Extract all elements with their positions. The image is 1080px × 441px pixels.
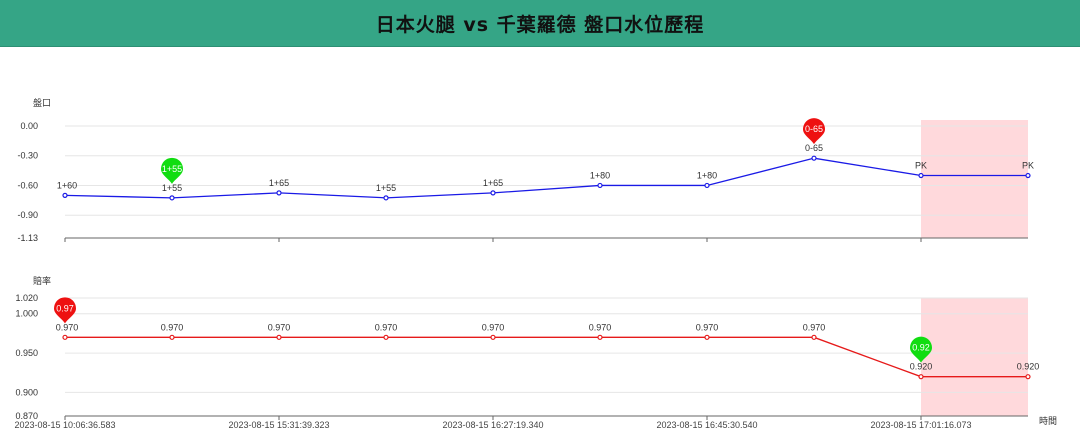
data-label: 0.920 (910, 362, 933, 372)
data-label: 0.970 (803, 322, 826, 332)
data-label: 0.970 (375, 322, 398, 332)
data-point (811, 334, 817, 340)
data-point (276, 334, 282, 340)
data-label: 0-65 (805, 143, 823, 153)
data-point (383, 334, 389, 340)
data-label: 1+80 (697, 170, 717, 180)
data-label: 0.970 (56, 322, 79, 332)
page-title: 日本火腿 vs 千葉羅德 盤口水位歷程 (375, 13, 705, 36)
series-line (65, 336, 1028, 378)
data-label: 1+55 (162, 183, 182, 193)
data-point (62, 192, 68, 198)
y-tick-label: -0.60 (17, 180, 38, 190)
data-label: 0.920 (1017, 362, 1040, 372)
data-point (490, 334, 496, 340)
x-tick-label: 2023-08-15 10:06:36.583 (14, 420, 115, 430)
data-label: 0.970 (589, 322, 612, 332)
y-tick-label: 0.900 (15, 387, 38, 397)
min-marker-pin (161, 157, 183, 184)
data-point (704, 334, 710, 340)
data-point (597, 182, 603, 189)
data-point (1025, 374, 1031, 380)
data-label: PK (915, 161, 927, 171)
data-point (597, 334, 603, 340)
y-tick-label: -0.90 (17, 210, 38, 220)
y-tick-label: -0.30 (17, 151, 38, 161)
data-point (62, 334, 68, 340)
data-point (490, 190, 496, 196)
x-tick-label: 2023-08-15 17:01:16.073 (870, 420, 971, 430)
max-marker-pin (54, 297, 76, 324)
x-tick-label: 2023-08-15 16:45:30.540 (656, 420, 757, 430)
data-label: 0.970 (161, 322, 184, 332)
marker-label: 0-65 (805, 124, 823, 134)
data-label: 1+55 (376, 183, 396, 193)
y-tick-label: 0.870 (15, 411, 38, 421)
x-axis-label: 時間 (1039, 416, 1057, 426)
data-label: 1+60 (57, 180, 77, 190)
y-tick-label: 1.000 (15, 309, 38, 319)
y-axis-label-odds: 賠率 (33, 275, 51, 286)
data-point (383, 195, 389, 201)
y-tick-label: 1.020 (15, 293, 38, 303)
data-label: 0.970 (482, 322, 505, 332)
y-tick-label: -1.13 (17, 233, 38, 243)
max-marker-pin (803, 118, 825, 145)
data-label: 0.970 (696, 322, 719, 332)
x-tick-label: 2023-08-15 15:31:39.323 (228, 420, 329, 430)
y-axis-label-handicap: 盤口 (33, 97, 51, 108)
data-point (276, 190, 282, 196)
highlight-region (921, 298, 1028, 416)
y-tick-label: 0.00 (20, 121, 38, 131)
series-line (64, 157, 1028, 199)
data-label: 0.970 (268, 322, 291, 332)
line-charts: 0.00 -0.30 -0.60 -0.90 -1.13 盤口 1+60 1+55 1+65 1+… (14, 97, 1057, 430)
data-point (169, 334, 175, 340)
data-label: 1+65 (269, 178, 289, 188)
marker-label: 1+55 (162, 164, 182, 174)
page-header: 日本火腿 vs 千葉羅德 盤口水位歷程 (0, 0, 1080, 47)
data-point (811, 155, 817, 161)
data-point (169, 195, 175, 201)
marker-label: 0.97 (56, 303, 74, 313)
x-tick-label: 2023-08-15 16:27:19.340 (442, 420, 543, 430)
data-label: 1+65 (483, 178, 503, 188)
data-point (704, 182, 710, 189)
y-tick-label: 0.950 (15, 348, 38, 358)
data-point (1025, 172, 1031, 179)
marker-label: 0.92 (912, 343, 930, 353)
data-label: PK (1022, 161, 1034, 171)
min-marker-pin (910, 336, 932, 363)
data-label: 1+80 (590, 170, 610, 180)
data-point (918, 172, 924, 179)
data-point (918, 374, 924, 380)
highlight-region (921, 120, 1028, 238)
